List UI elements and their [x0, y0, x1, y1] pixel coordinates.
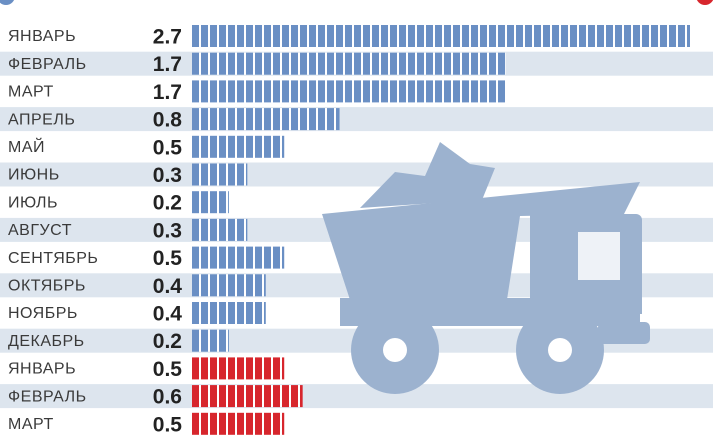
chart: ЯНВАРЬ 2.7 ФЕВРАЛЬ 1.7 МАРТ 1.7 АПРЕЛЬ 0.8 МАЙ 0.… — [0, 0, 713, 445]
category-label: МАРТ — [8, 416, 54, 433]
bar — [192, 357, 284, 379]
category-label: АПРЕЛЬ — [8, 111, 75, 128]
bar — [192, 80, 506, 102]
category-label: МАРТ — [8, 84, 54, 101]
value-label: 0.5 — [153, 413, 183, 436]
bar — [192, 385, 303, 407]
row-stripe — [0, 163, 713, 187]
value-label: 0.3 — [153, 219, 182, 242]
category-label: НОЯБРЬ — [8, 305, 78, 322]
bar — [192, 136, 284, 158]
bar — [192, 53, 506, 75]
value-label: 0.2 — [153, 192, 182, 215]
bar — [192, 219, 247, 241]
category-label: АВГУСТ — [8, 222, 72, 239]
bar — [192, 164, 247, 186]
bar — [192, 191, 229, 213]
category-label: МАЙ — [8, 137, 45, 156]
category-label: ДЕКАБРЬ — [8, 333, 85, 350]
value-label: 0.5 — [153, 358, 183, 381]
bar — [192, 302, 266, 324]
value-label: 0.2 — [153, 330, 182, 353]
value-label: 0.6 — [153, 386, 182, 409]
category-label: СЕНТЯБРЬ — [8, 250, 98, 267]
value-label: 0.5 — [153, 136, 183, 159]
legend-icon — [696, 0, 713, 5]
row-stripe — [0, 384, 713, 408]
bar — [192, 247, 284, 269]
bar — [192, 108, 340, 130]
value-label: 1.7 — [153, 53, 182, 76]
value-label: 0.5 — [153, 247, 183, 270]
value-label: 0.4 — [153, 303, 183, 326]
category-label: ФЕВРАЛЬ — [8, 388, 87, 405]
bar — [192, 330, 229, 352]
category-label: ЯНВАРЬ — [8, 361, 76, 378]
category-label: ЯНВАРЬ — [8, 28, 76, 45]
category-label: ИЮЛЬ — [8, 194, 58, 211]
value-label: 0.4 — [153, 275, 183, 298]
category-label: ИЮНЬ — [8, 167, 60, 184]
category-label: ФЕВРАЛЬ — [8, 56, 87, 73]
value-label: 0.3 — [153, 164, 182, 187]
value-label: 0.8 — [153, 109, 183, 132]
legend-icon — [0, 0, 15, 5]
value-label: 1.7 — [153, 81, 182, 104]
bar — [192, 413, 284, 435]
bar — [192, 274, 266, 296]
value-label: 2.7 — [153, 26, 182, 49]
row-stripe — [0, 107, 713, 131]
category-label: ОКТЯБРЬ — [8, 278, 86, 295]
bar — [192, 25, 690, 47]
